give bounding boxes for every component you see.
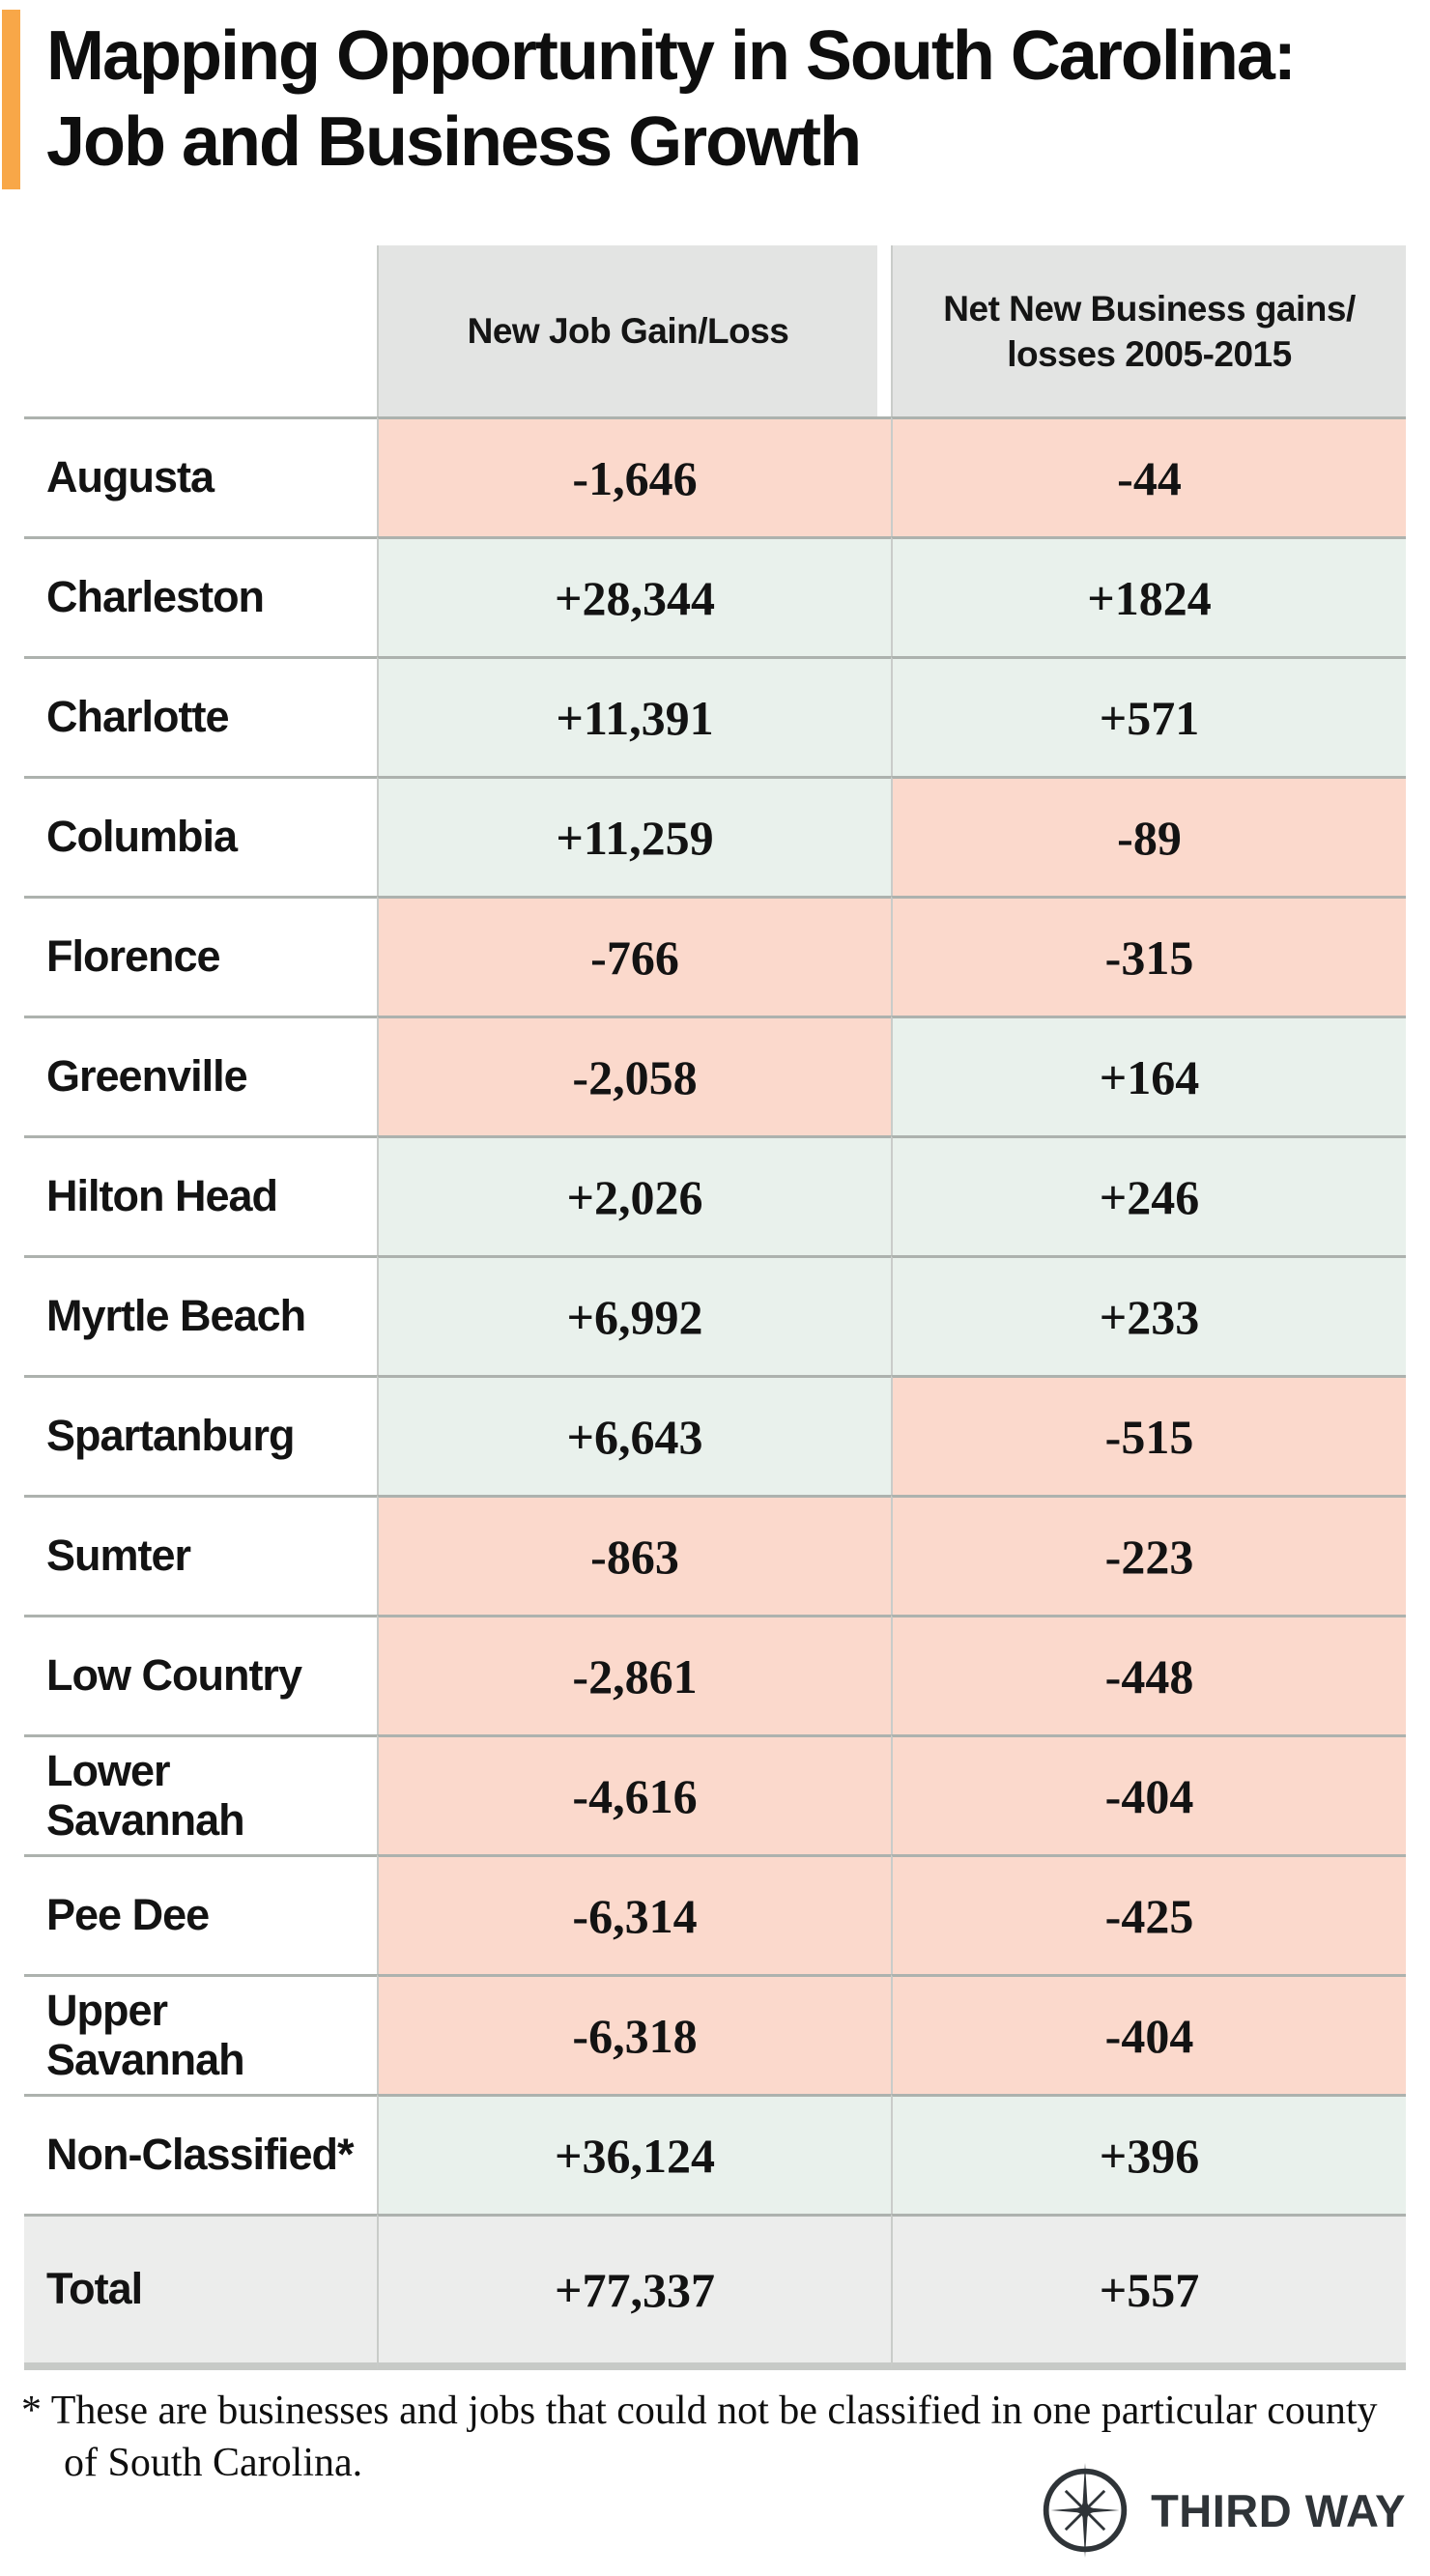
business-value: +164 [891,1016,1406,1135]
business-value: -515 [891,1375,1406,1495]
region-label: Spartanburg [24,1375,377,1495]
region-label: Charlotte [24,656,377,776]
region-label: Augusta [24,416,377,536]
jobs-value: -2,861 [377,1615,891,1734]
header-blank-cell [24,245,377,416]
logo-text: THIRD WAY [1151,2484,1406,2536]
region-label: Columbia [24,776,377,896]
page-title: Mapping Opportunity in South Carolina: J… [46,14,1430,186]
third-way-logo: THIRD WAY [1039,2462,1406,2559]
jobs-value: -6,314 [377,1854,891,1974]
region-label: Hilton Head [24,1135,377,1255]
business-value: -425 [891,1854,1406,1974]
page-title-line1: Mapping Opportunity in South Carolina: [46,17,1297,95]
business-value: -448 [891,1615,1406,1734]
business-value: +1824 [891,536,1406,656]
column-header-jobs: New Job Gain/Loss [377,245,877,416]
jobs-value: +28,344 [377,536,891,656]
jobs-value: +6,643 [377,1375,891,1495]
business-value: -404 [891,1734,1406,1854]
total-business-value: +557 [891,2214,1406,2370]
region-label: Non-Classified* [24,2094,377,2214]
jobs-value: -6,318 [377,1974,891,2094]
jobs-value: -863 [377,1495,891,1615]
page-title-line2: Job and Business Growth [46,103,862,181]
jobs-value: +11,259 [377,776,891,896]
region-label: Florence [24,896,377,1016]
region-label: Lower Savannah [24,1734,377,1854]
region-label: Charleston [24,536,377,656]
business-value: -89 [891,776,1406,896]
jobs-value: +2,026 [377,1135,891,1255]
compass-star-icon [1043,2463,1128,2558]
jobs-value: +11,391 [377,656,891,776]
region-label: Pee Dee [24,1854,377,1974]
column-header-business: Net New Business gains/ losses 2005-2015 [891,245,1406,416]
total-label: Total [24,2214,377,2370]
title-block: Mapping Opportunity in South Carolina: J… [0,8,1430,189]
business-value: -404 [891,1974,1406,2094]
jobs-value: -2,058 [377,1016,891,1135]
business-value: +233 [891,1255,1406,1375]
jobs-value: -1,646 [377,416,891,536]
business-value: +246 [891,1135,1406,1255]
accent-bar [2,10,20,189]
jobs-value: -766 [377,896,891,1016]
business-value: +396 [891,2094,1406,2214]
region-label: Greenville [24,1016,377,1135]
business-value: -315 [891,896,1406,1016]
region-label: Myrtle Beach [24,1255,377,1375]
jobs-value: +36,124 [377,2094,891,2214]
region-label: Low Country [24,1615,377,1734]
data-table: New Job Gain/Loss Net New Business gains… [24,245,1406,2370]
business-value: -223 [891,1495,1406,1615]
business-value: -44 [891,416,1406,536]
region-label: Sumter [24,1495,377,1615]
region-label: Upper Savannah [24,1974,377,2094]
jobs-value: -4,616 [377,1734,891,1854]
total-jobs-value: +77,337 [377,2214,891,2370]
footnote: * These are businesses and jobs that cou… [21,2389,1378,2485]
business-value: +571 [891,656,1406,776]
jobs-value: +6,992 [377,1255,891,1375]
